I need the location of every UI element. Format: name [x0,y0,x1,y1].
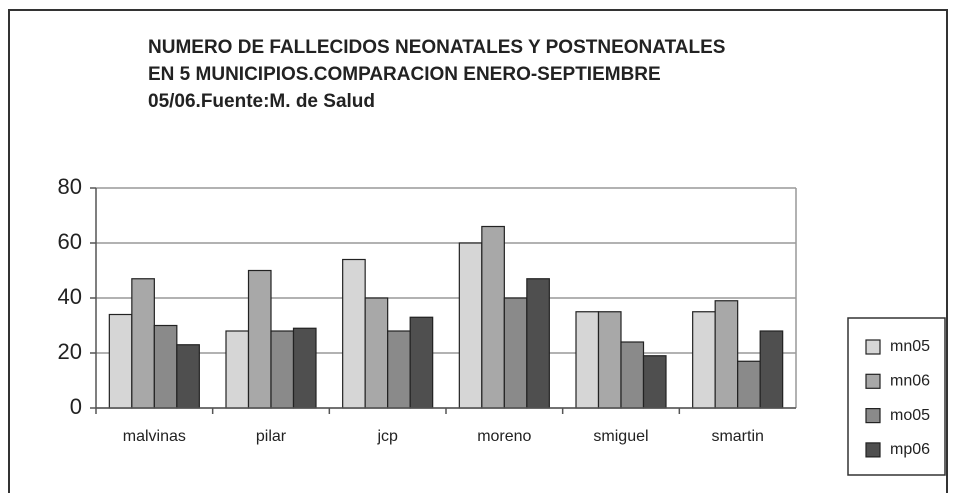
y-tick-label: 0 [70,394,82,419]
y-tick-label: 80 [58,174,82,199]
legend-swatch [865,339,881,355]
bar [225,330,250,409]
bar [759,330,784,409]
bar [153,324,178,409]
bar [575,311,600,409]
x-tick-label: smartin [711,428,763,445]
bar [176,344,200,409]
bar [409,316,434,409]
legend-label: mo05 [890,407,930,424]
legend-label: mn05 [890,338,930,355]
chart-title: 05/06.Fuente:M. de Salud [148,91,375,112]
bar [692,311,716,409]
bar [270,330,295,409]
bar [620,341,645,409]
y-tick-label: 40 [58,284,82,309]
legend-swatch [865,442,881,458]
x-tick-label: moreno [477,428,531,445]
x-tick-label: malvinas [123,428,186,445]
legend-label: mp06 [890,441,930,458]
legend-box [847,317,946,476]
x-tick-label: jcp [376,428,398,445]
bar [108,313,133,409]
bar [526,278,550,409]
legend-label: mn06 [890,373,930,390]
bar [247,269,272,409]
x-tick-label: smiguel [593,428,648,445]
bar [364,297,389,409]
legend-swatch [865,373,881,389]
bar [503,297,528,409]
bar [481,225,505,409]
x-tick-label: pilar [256,428,287,445]
bar [458,242,483,409]
chart-title: NUMERO DE FALLECIDOS NEONATALES Y POSTNE… [148,37,725,58]
bar [737,360,761,409]
chart-frame [8,9,948,493]
y-tick-label: 20 [58,339,82,364]
bar [714,300,739,409]
bar [597,311,622,409]
bar [292,327,317,409]
bar [342,258,366,409]
chart-title: EN 5 MUNICIPIOS.COMPARACION ENERO-SEPTIE… [148,64,661,85]
bar [387,330,411,409]
legend-swatch [865,408,881,424]
y-tick-label: 60 [58,229,82,254]
bar [642,355,667,409]
bar [131,278,155,409]
